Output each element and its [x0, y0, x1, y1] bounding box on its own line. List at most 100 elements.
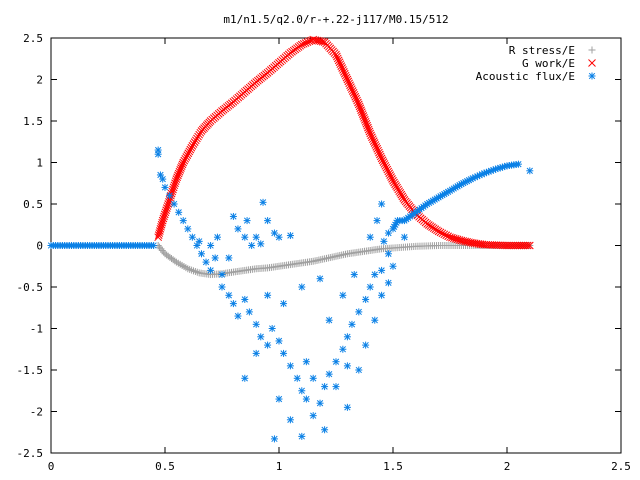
data-point — [325, 316, 333, 324]
data-point — [372, 143, 381, 151]
y-tick-label: 2 — [36, 74, 43, 87]
data-point — [373, 217, 381, 225]
data-point — [316, 399, 324, 407]
series-1 — [154, 35, 534, 250]
data-point — [234, 312, 242, 320]
data-point — [375, 150, 384, 159]
data-point — [245, 308, 253, 316]
data-point — [185, 147, 194, 156]
data-point — [270, 435, 278, 443]
data-point — [366, 129, 375, 138]
data-point — [197, 250, 205, 258]
data-point — [160, 248, 168, 256]
data-point — [229, 212, 237, 220]
data-point — [400, 233, 408, 241]
series-layer — [47, 35, 534, 443]
data-point — [243, 217, 251, 225]
x-tick-label: 2 — [504, 460, 511, 473]
data-point — [286, 416, 294, 424]
data-point — [373, 144, 382, 153]
data-point — [333, 52, 341, 61]
data-point — [171, 257, 179, 265]
data-point — [297, 40, 306, 49]
data-point — [298, 432, 306, 440]
data-point — [371, 271, 379, 279]
data-point — [365, 127, 374, 136]
data-point — [218, 271, 226, 279]
data-point — [364, 123, 372, 132]
data-point — [162, 204, 171, 213]
data-point — [386, 171, 395, 180]
data-point — [342, 73, 351, 82]
data-point — [186, 145, 195, 154]
y-tick-label: 1 — [36, 157, 43, 170]
series-0 — [154, 242, 534, 279]
data-point — [347, 85, 356, 93]
data-point — [380, 160, 389, 168]
axes: 0 0.5 1 1.5 2 2.5 2.5 2 1.5 1 0.5 0 -0.5 -1 -1.5 -2 -2.5 — [17, 32, 631, 473]
data-point — [368, 133, 376, 142]
data-point — [383, 165, 392, 174]
y-tick-label: 0.5 — [23, 198, 43, 211]
data-point — [343, 362, 351, 370]
data-point — [195, 237, 203, 245]
data-point — [309, 374, 317, 382]
data-point — [384, 279, 392, 287]
data-point — [356, 104, 365, 113]
data-point — [340, 69, 349, 78]
data-point — [440, 230, 449, 239]
data-point — [361, 116, 369, 124]
data-point — [352, 94, 361, 103]
data-point — [343, 403, 351, 411]
data-point — [523, 241, 532, 250]
data-point — [211, 254, 219, 262]
data-point — [378, 156, 387, 165]
data-point — [525, 241, 534, 250]
x-tick-label: 1 — [276, 460, 283, 473]
data-point — [178, 160, 187, 169]
data-point — [202, 258, 210, 266]
data-point — [526, 167, 534, 175]
data-point — [321, 383, 329, 391]
data-point — [434, 227, 443, 236]
data-point — [366, 283, 374, 291]
data-point — [348, 87, 357, 95]
y-tick-label: -2 — [30, 406, 43, 419]
data-point — [388, 175, 396, 183]
data-point — [348, 320, 356, 328]
data-point — [252, 233, 260, 241]
data-point — [332, 358, 340, 366]
data-point — [166, 192, 174, 200]
data-point — [241, 233, 249, 241]
data-point — [190, 138, 199, 147]
x-tick-label: 0.5 — [155, 460, 175, 473]
y-tick-label: 2.5 — [23, 32, 43, 45]
data-point — [384, 167, 393, 176]
data-point — [337, 62, 346, 70]
data-point — [316, 275, 324, 283]
data-point — [218, 283, 226, 291]
data-point — [207, 242, 215, 249]
data-point — [385, 169, 394, 178]
data-point — [378, 200, 386, 208]
data-point — [164, 200, 173, 208]
data-point — [355, 308, 363, 316]
data-point — [321, 426, 329, 434]
data-point — [368, 135, 377, 144]
data-point — [341, 71, 350, 80]
data-point — [362, 119, 371, 128]
data-point — [179, 158, 188, 167]
data-point — [366, 233, 374, 241]
data-point — [162, 206, 170, 215]
data-point — [375, 148, 383, 157]
data-point — [229, 300, 237, 308]
data-point — [357, 106, 365, 115]
x-tick-label: 0 — [48, 460, 55, 473]
data-point — [362, 295, 370, 303]
data-point — [371, 141, 380, 149]
data-point — [264, 341, 272, 349]
data-point — [264, 217, 272, 225]
data-point — [436, 228, 445, 237]
data-point — [301, 39, 310, 47]
